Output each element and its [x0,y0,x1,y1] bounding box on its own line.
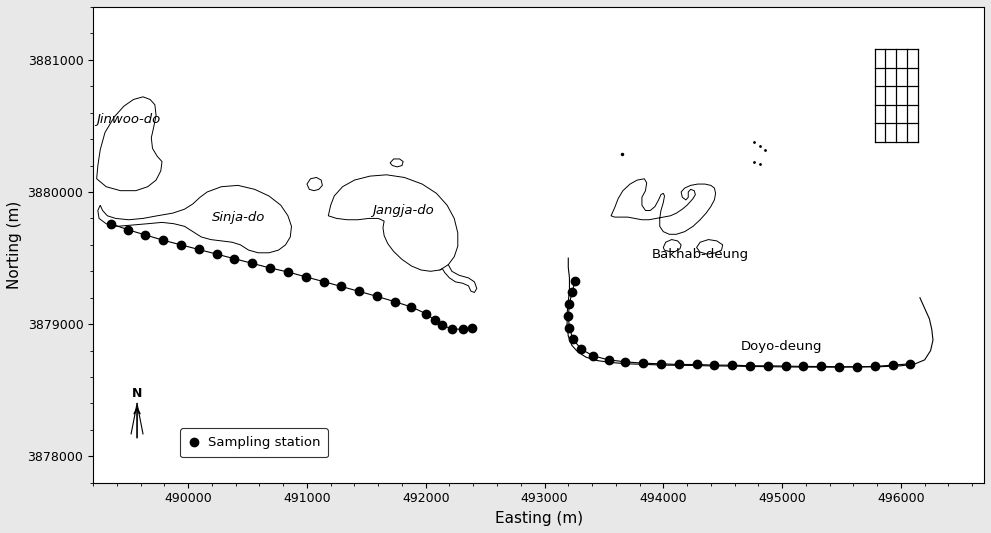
Polygon shape [663,239,681,252]
Polygon shape [390,159,403,167]
Text: Jangja-do: Jangja-do [373,204,434,217]
X-axis label: Easting (m): Easting (m) [495,511,583,526]
Legend: Sampling station: Sampling station [180,429,328,457]
Text: Jinwoo-do: Jinwoo-do [97,113,161,126]
Y-axis label: Norting (m): Norting (m) [7,201,22,289]
Polygon shape [697,239,722,254]
Polygon shape [611,179,716,235]
Text: Sinja-do: Sinja-do [212,211,266,224]
Text: Doyo-deung: Doyo-deung [740,340,822,353]
Polygon shape [97,97,162,191]
Polygon shape [307,177,322,191]
Text: N: N [132,386,143,400]
Text: Bakhab-deung: Bakhab-deung [651,248,748,261]
Polygon shape [98,185,291,253]
Polygon shape [328,175,458,271]
